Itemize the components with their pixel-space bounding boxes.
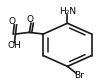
Text: OH: OH — [8, 41, 21, 50]
Text: O: O — [8, 17, 15, 26]
Text: O: O — [27, 15, 34, 24]
Text: Br: Br — [74, 71, 84, 80]
Text: H₂N: H₂N — [59, 7, 76, 16]
